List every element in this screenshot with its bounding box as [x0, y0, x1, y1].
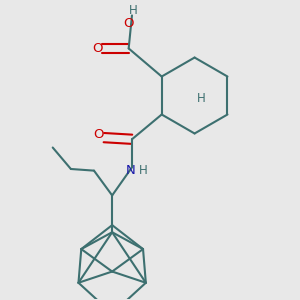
Text: O: O: [123, 17, 134, 30]
Text: N: N: [125, 164, 135, 177]
Text: O: O: [92, 42, 103, 55]
Text: H: H: [129, 4, 138, 17]
Text: O: O: [94, 128, 104, 141]
Text: H: H: [139, 164, 148, 177]
Text: H: H: [197, 92, 206, 105]
